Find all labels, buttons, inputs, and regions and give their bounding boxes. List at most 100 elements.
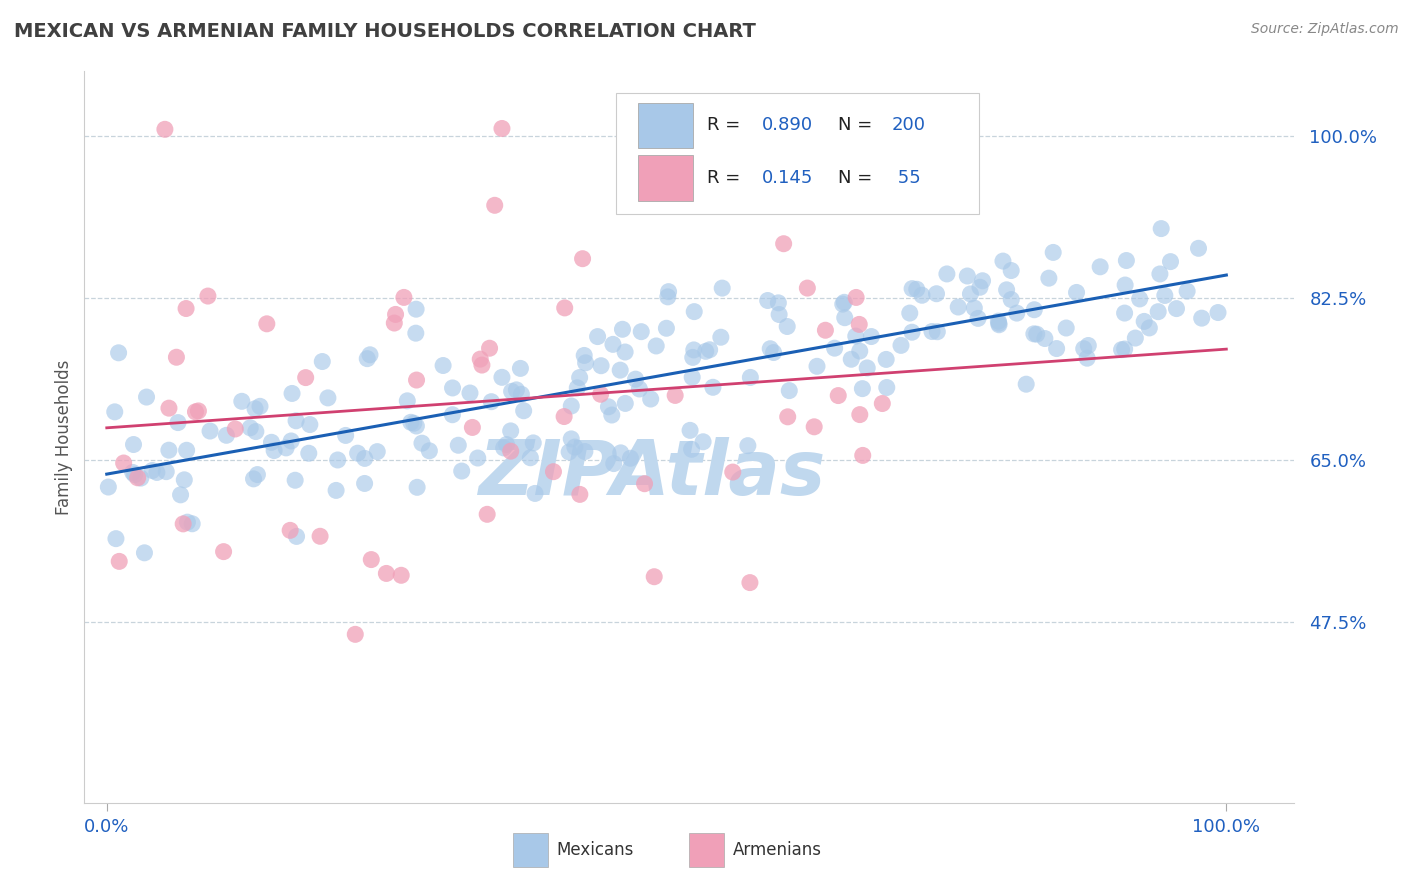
Point <box>987 314 1010 328</box>
Point <box>501 384 523 399</box>
Point <box>405 419 427 434</box>
Point <box>776 409 799 424</box>
Point <box>396 393 419 408</box>
Point <box>756 293 779 308</box>
Point <box>1038 271 1060 285</box>
Point <box>898 306 921 320</box>
Point <box>97 480 120 494</box>
Point <box>1191 311 1213 326</box>
Point <box>146 466 169 480</box>
Point <box>509 361 531 376</box>
Point <box>589 387 612 401</box>
Point <box>280 434 302 448</box>
Point <box>834 310 856 325</box>
Text: 0.145: 0.145 <box>762 169 813 187</box>
Point <box>384 307 406 321</box>
Point <box>614 396 637 410</box>
Point <box>602 337 624 351</box>
Point <box>510 387 533 401</box>
Point <box>176 443 198 458</box>
Point <box>470 352 492 367</box>
Point <box>796 281 818 295</box>
Point <box>176 515 198 529</box>
Point <box>609 446 631 460</box>
Point <box>921 325 943 339</box>
Point <box>359 348 381 362</box>
Y-axis label: Family Households: Family Households <box>55 359 73 515</box>
Text: 0.890: 0.890 <box>762 117 813 135</box>
Point <box>851 382 873 396</box>
Point <box>612 322 634 336</box>
Point <box>738 575 761 590</box>
Point <box>167 416 190 430</box>
Point <box>1088 260 1111 274</box>
Point <box>1114 278 1136 293</box>
Point <box>382 316 405 330</box>
Bar <box>638 103 693 148</box>
Point <box>832 295 855 310</box>
Point <box>134 546 156 560</box>
Point <box>231 394 253 409</box>
Point <box>679 423 702 437</box>
Text: 55: 55 <box>891 169 921 187</box>
Point <box>803 419 825 434</box>
Point <box>778 384 800 398</box>
Point <box>402 416 425 430</box>
Point <box>432 359 454 373</box>
Point <box>181 516 204 531</box>
Point <box>1133 314 1156 328</box>
Point <box>522 436 544 450</box>
Point <box>1160 254 1182 268</box>
Point <box>375 566 398 581</box>
Point <box>215 428 238 442</box>
Point <box>614 345 637 359</box>
FancyBboxPatch shape <box>616 94 979 214</box>
Point <box>499 424 522 438</box>
Point <box>519 450 541 465</box>
Point <box>824 341 846 355</box>
Text: Source: ZipAtlas.com: Source: ZipAtlas.com <box>1251 22 1399 37</box>
Point <box>326 453 349 467</box>
Point <box>1000 293 1022 307</box>
Point <box>682 351 704 365</box>
Point <box>1022 326 1045 341</box>
Point <box>759 342 782 356</box>
Point <box>121 466 143 480</box>
Point <box>876 380 898 394</box>
Point <box>543 465 565 479</box>
Point <box>643 570 665 584</box>
Point <box>988 318 1011 332</box>
Point <box>1033 332 1056 346</box>
Point <box>695 344 717 359</box>
Point <box>586 329 609 343</box>
Point <box>461 420 484 434</box>
Point <box>157 401 180 416</box>
Point <box>849 408 872 422</box>
Point <box>278 524 301 538</box>
Point <box>683 304 706 318</box>
Point <box>1150 221 1173 235</box>
Point <box>655 321 678 335</box>
Point <box>987 316 1010 330</box>
Point <box>344 627 367 641</box>
Point <box>575 356 598 370</box>
Point <box>721 465 744 479</box>
Point <box>901 282 924 296</box>
Point <box>246 467 269 482</box>
Point <box>600 408 623 422</box>
Point <box>335 428 357 442</box>
Point <box>1066 285 1088 300</box>
Point <box>1042 245 1064 260</box>
Point <box>135 390 157 404</box>
Point <box>512 403 534 417</box>
Point <box>956 268 979 283</box>
Point <box>127 471 149 485</box>
Point <box>274 441 297 455</box>
Point <box>681 370 703 384</box>
Point <box>645 339 668 353</box>
Point <box>441 408 464 422</box>
Point <box>890 338 912 352</box>
Point <box>702 380 724 394</box>
Point <box>458 386 481 401</box>
Point <box>860 329 883 343</box>
